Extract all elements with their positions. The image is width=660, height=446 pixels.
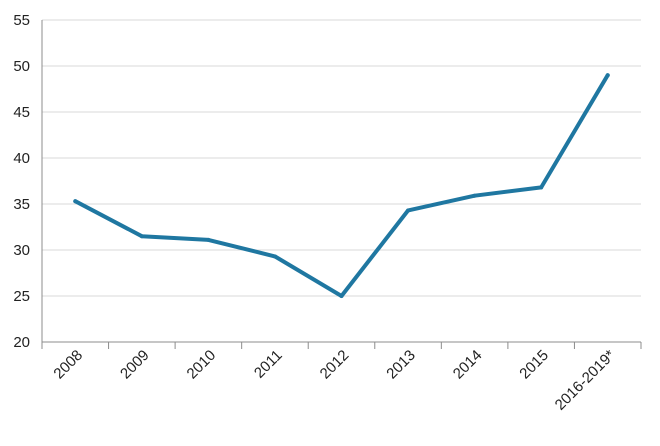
series-group xyxy=(73,73,610,298)
data-point-2011 xyxy=(272,254,277,259)
x-tick-label: 2016-2019* xyxy=(552,347,619,414)
data-point-2008 xyxy=(73,199,78,204)
data-point-2016-2019* xyxy=(605,73,610,78)
x-tick-label: 2008 xyxy=(50,347,86,383)
y-tick-label: 35 xyxy=(13,196,30,213)
y-tick-label: 45 xyxy=(13,104,30,121)
x-tick-label: 2010 xyxy=(184,347,220,383)
data-point-2015 xyxy=(539,185,544,190)
data-point-2012 xyxy=(339,294,344,298)
y-tick-label: 20 xyxy=(13,334,30,351)
x-tick-label: 2012 xyxy=(317,347,353,383)
x-tick-label: 2009 xyxy=(117,347,153,383)
x-tick-label: 2011 xyxy=(251,347,286,382)
y-tick-label: 50 xyxy=(13,58,30,75)
data-point-2013 xyxy=(406,208,411,213)
y-tick-label: 25 xyxy=(13,288,30,305)
x-axis-tick-labels: 2008 2009 2010 2011 2012 2013 2014 2015 2016-201… xyxy=(50,347,618,414)
data-point-2010 xyxy=(206,237,211,242)
grid-lines xyxy=(42,19,641,343)
series-line xyxy=(73,73,610,298)
y-tick-label: 40 xyxy=(13,150,30,167)
y-axis-tick-labels: 20 25 30 35 40 45 50 55 xyxy=(13,12,30,351)
y-tick-label: 30 xyxy=(13,242,30,259)
x-tick-label: 2015 xyxy=(516,347,552,383)
data-point-2009 xyxy=(139,234,144,239)
x-tick-label: 2013 xyxy=(383,347,419,383)
data-point-2014 xyxy=(472,193,477,198)
x-tick-label: 2014 xyxy=(450,347,486,383)
x-axis xyxy=(41,20,642,349)
y-tick-label: 55 xyxy=(13,12,30,29)
